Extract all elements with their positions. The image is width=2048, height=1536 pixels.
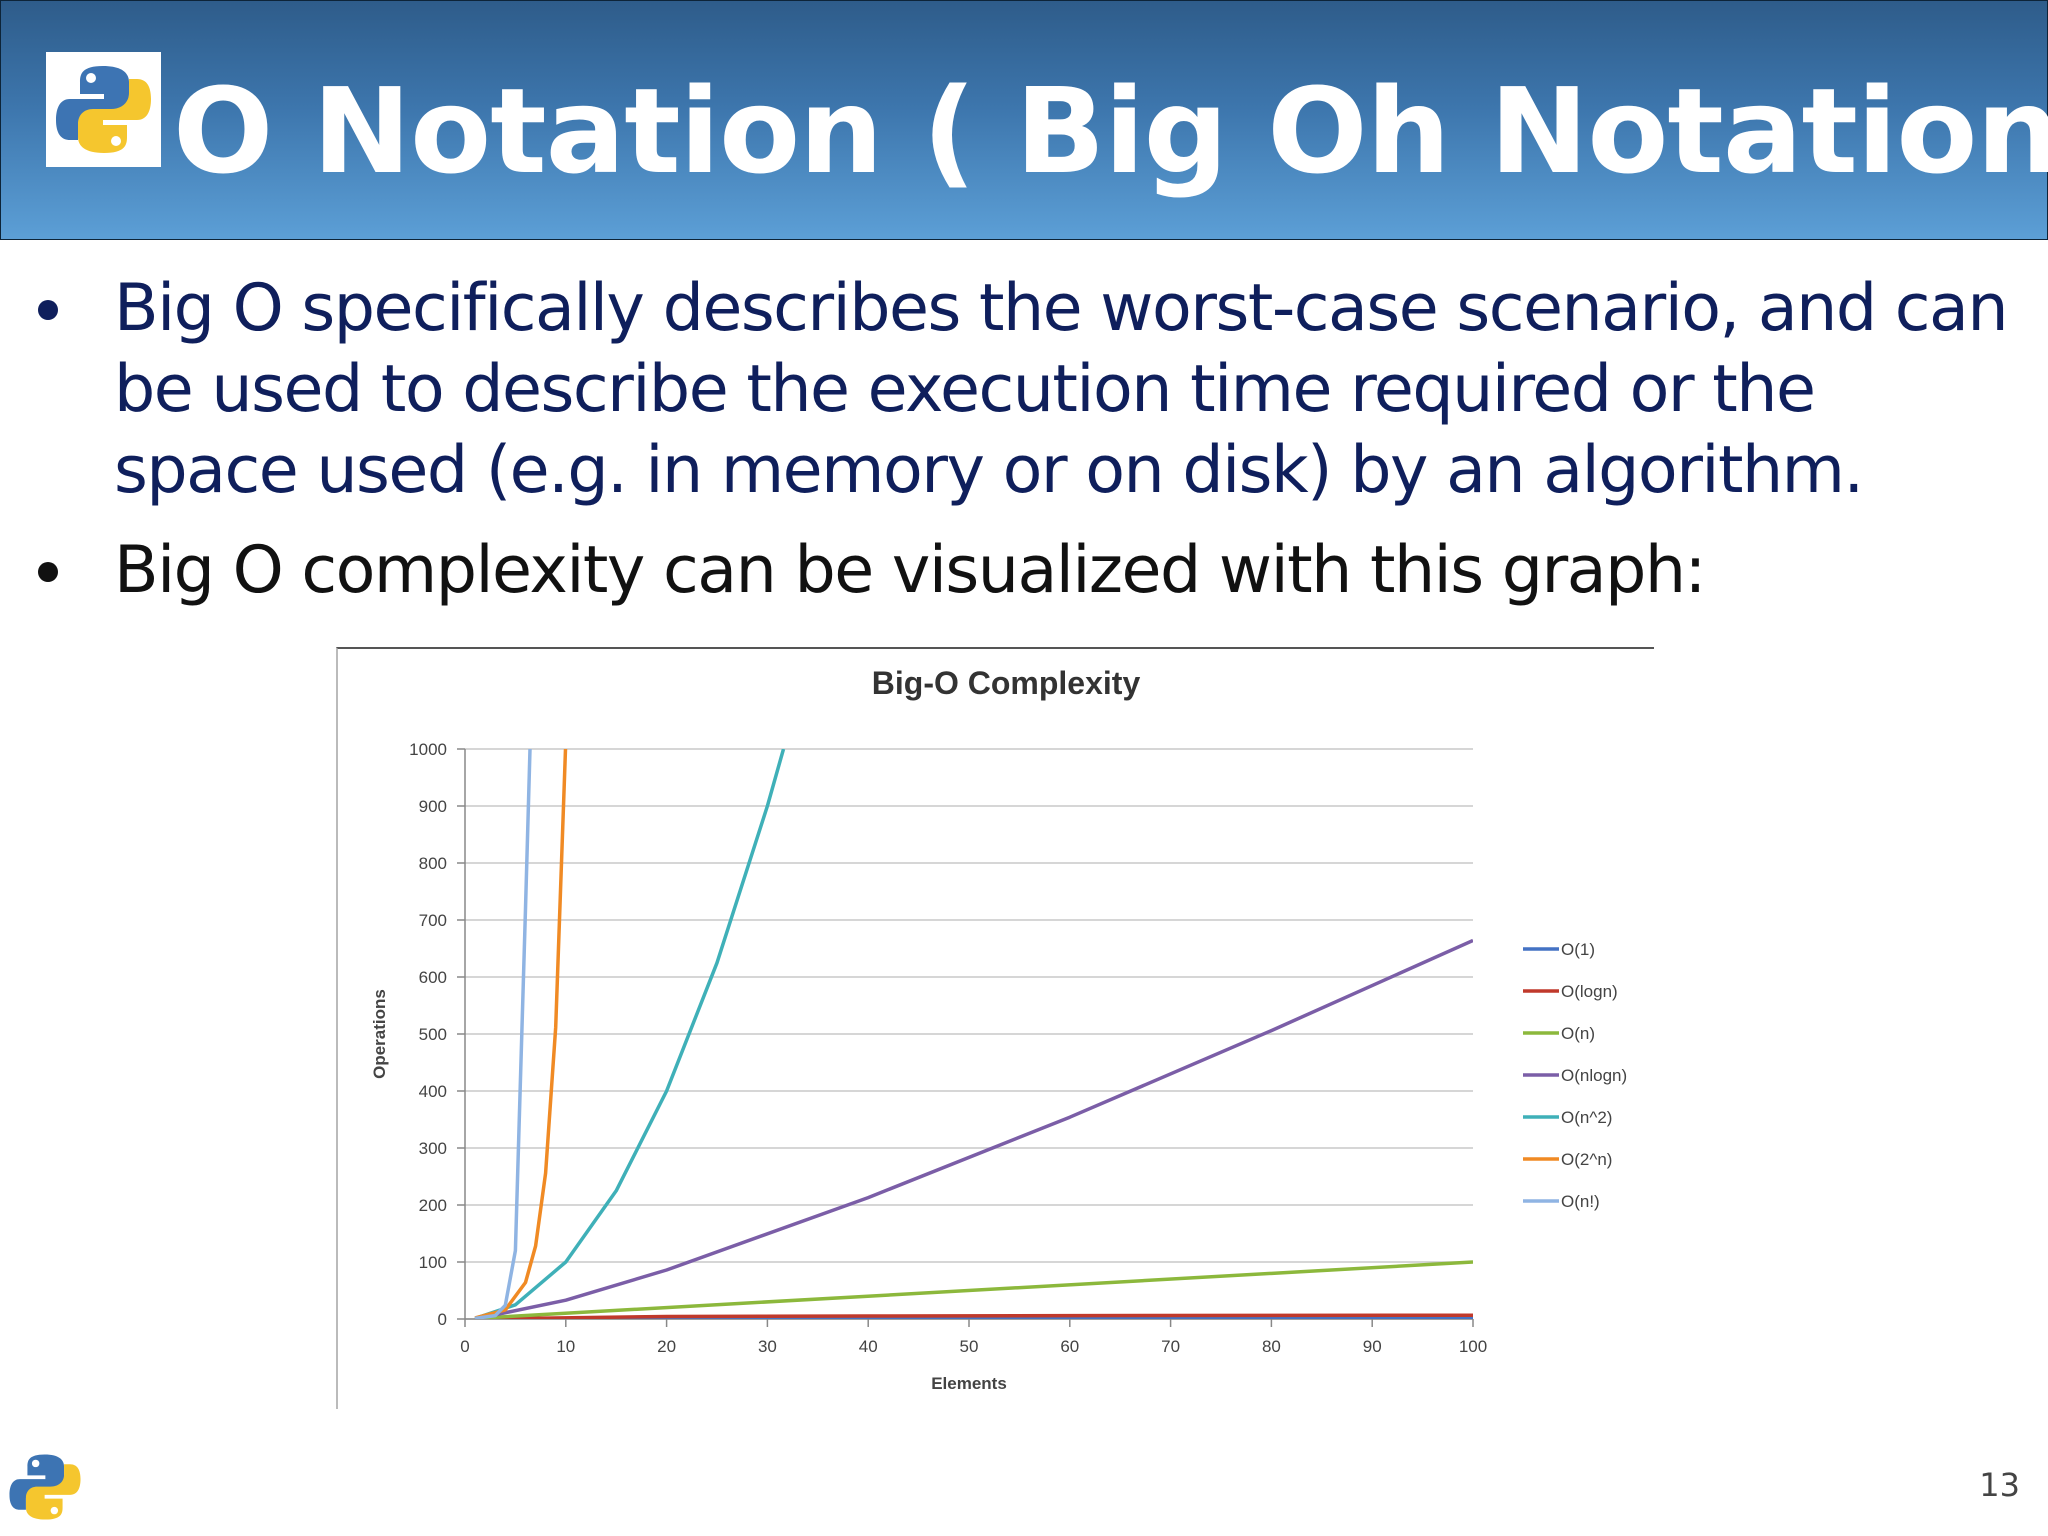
bullet-text: Big O specifically describes the worst-c… — [114, 271, 2009, 508]
page-title: O Notation ( Big Oh Notation) — [173, 62, 2048, 200]
y-axis-label: Operations — [370, 989, 389, 1079]
legend-label: O(n) — [1561, 1024, 1595, 1043]
chart-canvas: Big-O Complexity010020030040050060070080… — [370, 665, 1627, 1393]
series-line — [474, 749, 568, 1319]
series-line — [475, 1313, 1473, 1319]
python-logo-icon — [2, 1444, 88, 1534]
series-line — [474, 938, 1473, 1319]
x-tick-label: 10 — [556, 1337, 575, 1356]
legend-label: O(n!) — [1561, 1192, 1600, 1211]
x-tick-label: 100 — [1459, 1337, 1487, 1356]
python-logo-icon — [46, 52, 161, 167]
y-tick-label: 900 — [419, 797, 447, 816]
x-tick-label: 0 — [460, 1337, 469, 1356]
y-tick-label: 400 — [419, 1082, 447, 1101]
legend-label: O(nlogn) — [1561, 1066, 1627, 1085]
bullet-dot — [38, 300, 58, 320]
x-tick-label: 80 — [1262, 1337, 1281, 1356]
legend-label: O(n^2) — [1561, 1108, 1612, 1127]
slide-title-bar: O Notation ( Big Oh Notation) — [0, 0, 2048, 240]
x-tick-label: 30 — [758, 1337, 777, 1356]
bullet-text: Big O complexity can be visualized with … — [114, 533, 1706, 608]
y-tick-label: 200 — [419, 1196, 447, 1215]
page-number: 13 — [1979, 1466, 2020, 1504]
x-tick-label: 20 — [657, 1337, 676, 1356]
series-line — [474, 749, 532, 1319]
chart-title: Big-O Complexity — [872, 665, 1141, 701]
y-tick-label: 0 — [438, 1310, 447, 1329]
big-o-chart: Big-O Complexity 0 100 200 300 400 500 600 700 80… — [336, 647, 1654, 1409]
y-tick-label: 100 — [419, 1253, 447, 1272]
x-tick-label: 40 — [859, 1337, 878, 1356]
y-tick-label: 500 — [419, 1025, 447, 1044]
series-line — [475, 1260, 1473, 1319]
x-tick-label: 90 — [1363, 1337, 1382, 1356]
y-tick-label: 300 — [419, 1139, 447, 1158]
legend-label: O(1) — [1561, 940, 1595, 959]
series-line — [474, 749, 786, 1319]
y-tick-label: 800 — [419, 854, 447, 873]
x-tick-label: 70 — [1161, 1337, 1180, 1356]
x-tick-label: 60 — [1060, 1337, 1079, 1356]
y-tick-label: 1000 — [409, 740, 447, 759]
y-tick-label: 600 — [419, 968, 447, 987]
x-axis-label: Elements — [931, 1374, 1007, 1393]
x-tick-label: 50 — [960, 1337, 979, 1356]
bullet-dot — [38, 562, 58, 582]
legend-label: O(2^n) — [1561, 1150, 1612, 1169]
y-tick-label: 700 — [419, 911, 447, 930]
legend-label: O(logn) — [1561, 982, 1618, 1001]
